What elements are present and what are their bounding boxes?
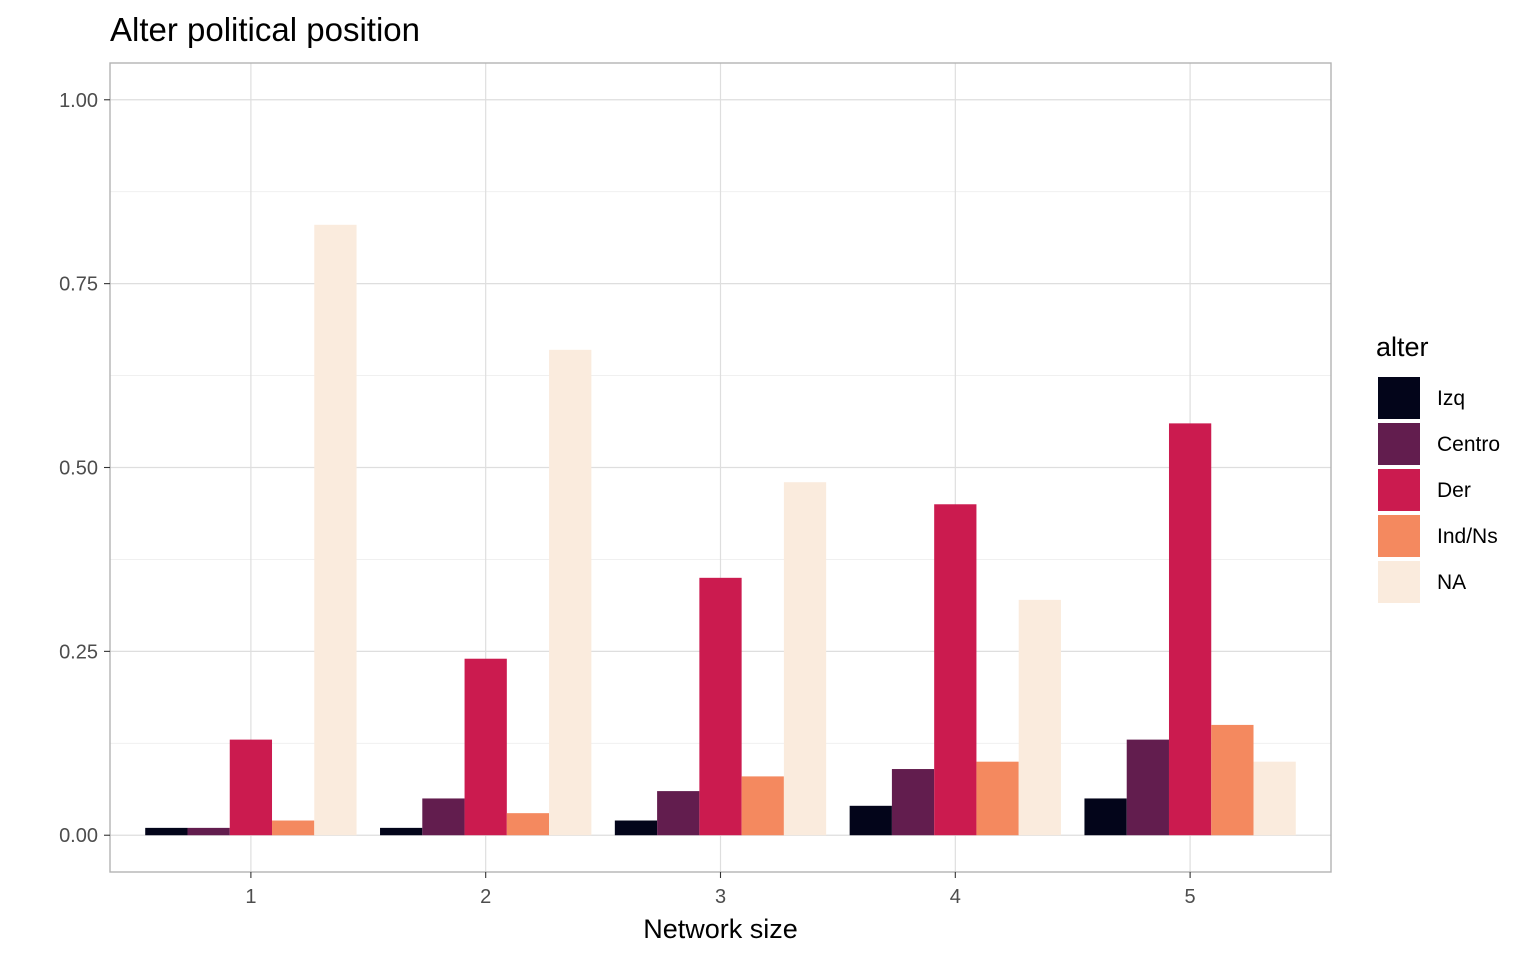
bar-ind-ns-1 xyxy=(272,820,315,836)
legend-title: alter xyxy=(1376,332,1429,362)
bar-der-2 xyxy=(464,658,507,836)
bar-centro-5 xyxy=(1126,739,1169,836)
bar-centro-1 xyxy=(187,827,230,836)
bar-na-3 xyxy=(783,482,827,836)
bar-ind-ns-3 xyxy=(741,776,784,836)
bar-centro-2 xyxy=(422,798,465,836)
axis-layer: 0.00 0.25 0.50 0.75 1.00 1 2 3 4 5 xyxy=(59,90,1196,908)
y-tick-label: 0.00 xyxy=(59,825,98,847)
legend-key xyxy=(1378,377,1420,419)
legend-key xyxy=(1378,561,1420,603)
y-tick-label: 0.75 xyxy=(59,274,98,296)
y-tick-label: 0.50 xyxy=(59,458,98,480)
chart-title: Alter political position xyxy=(110,11,420,48)
bar-centro-4 xyxy=(891,769,935,836)
bar-der-1 xyxy=(229,739,273,836)
bar-na-4 xyxy=(1018,599,1061,836)
x-tick-label: 5 xyxy=(1185,886,1196,908)
bar-ind-ns-5 xyxy=(1211,724,1254,836)
bar-izq-2 xyxy=(380,827,423,836)
bar-centro-3 xyxy=(657,791,700,836)
legend-label: Ind/Ns xyxy=(1437,525,1498,548)
x-tick-label: 3 xyxy=(715,886,726,908)
bar-izq-5 xyxy=(1084,798,1127,836)
bar-na-5 xyxy=(1253,761,1296,836)
bar-der-3 xyxy=(699,577,742,836)
legend: alter Izq Centro Der Ind/Ns NA xyxy=(1376,332,1500,603)
legend-key xyxy=(1378,515,1420,557)
bar-ind-ns-2 xyxy=(506,813,550,836)
bar-der-4 xyxy=(934,504,977,836)
x-tick-label: 4 xyxy=(950,886,961,908)
bar-ind-ns-4 xyxy=(976,761,1019,836)
bar-izq-3 xyxy=(614,820,658,836)
y-tick-label: 0.25 xyxy=(59,641,98,663)
legend-key xyxy=(1378,469,1420,511)
legend-label: Der xyxy=(1437,479,1471,502)
legend-key xyxy=(1378,423,1420,465)
legend-label: Centro xyxy=(1437,433,1500,456)
y-tick-label: 1.00 xyxy=(59,90,98,112)
bar-na-1 xyxy=(314,224,357,836)
bars-layer xyxy=(145,224,1296,836)
x-axis-title: Network size xyxy=(643,914,798,944)
legend-label: Izq xyxy=(1437,387,1465,410)
x-tick-label: 1 xyxy=(245,886,256,908)
bar-izq-1 xyxy=(145,827,188,836)
legend-label: NA xyxy=(1437,571,1466,594)
bar-izq-4 xyxy=(849,805,892,836)
x-tick-label: 2 xyxy=(480,886,491,908)
bar-der-5 xyxy=(1168,423,1212,836)
bar-na-2 xyxy=(549,349,592,836)
